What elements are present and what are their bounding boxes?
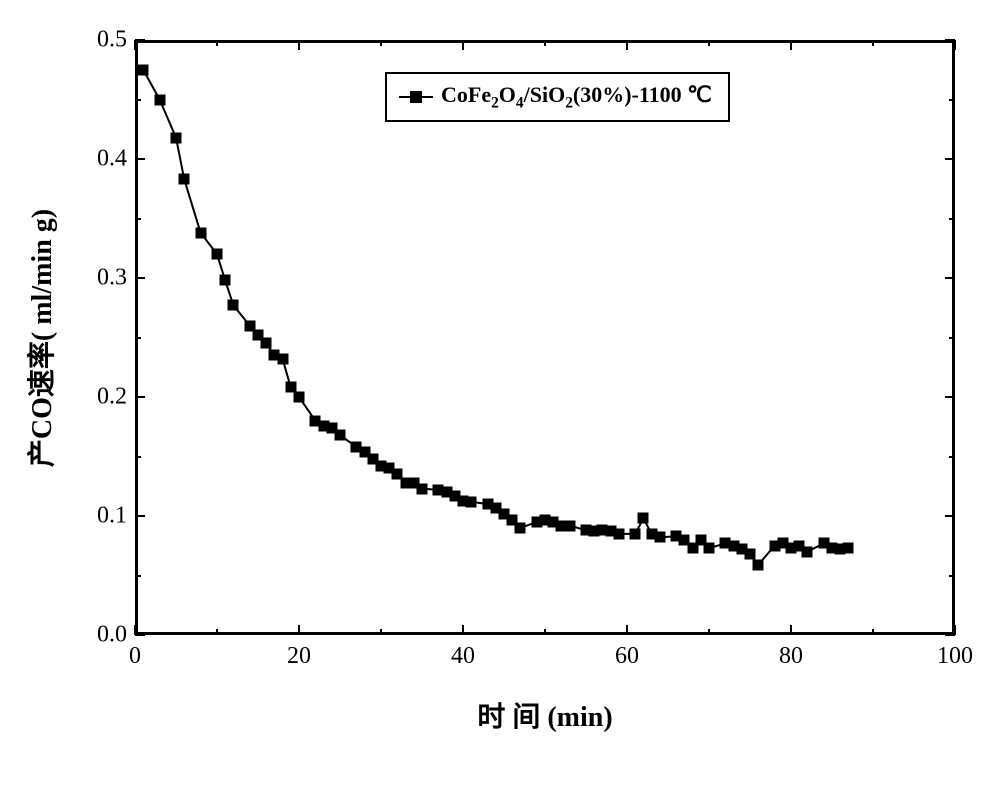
y-tick: [949, 337, 955, 339]
x-tick: [626, 625, 628, 635]
x-tick: [298, 40, 300, 50]
data-marker: [294, 392, 305, 403]
y-tick: [945, 277, 955, 279]
x-axis-title: 时 间 (min): [477, 695, 612, 735]
x-tick-label: 20: [287, 643, 311, 670]
x-tick: [544, 40, 546, 46]
data-marker: [704, 543, 715, 554]
x-tick: [462, 625, 464, 635]
y-tick: [949, 218, 955, 220]
y-tick: [945, 634, 955, 636]
x-tick: [462, 40, 464, 50]
x-tick: [872, 629, 874, 635]
data-marker: [638, 513, 649, 524]
y-tick: [949, 575, 955, 577]
legend-box: CoFe2O4/SiO2(30%)-1100 ℃: [385, 72, 730, 122]
data-marker: [843, 543, 854, 554]
data-marker: [802, 546, 813, 557]
x-tick: [790, 40, 792, 50]
x-tick: [954, 40, 956, 50]
data-marker: [138, 64, 149, 75]
y-tick: [949, 99, 955, 101]
y-tick: [135, 218, 141, 220]
x-tick: [544, 629, 546, 635]
x-tick-label: 0: [129, 643, 141, 670]
data-marker: [154, 94, 165, 105]
y-tick-label: 0.3: [85, 265, 127, 292]
x-tick-label: 80: [779, 643, 803, 670]
x-tick-label: 60: [615, 643, 639, 670]
data-marker: [261, 338, 272, 349]
y-tick-label: 0.4: [85, 146, 127, 173]
y-tick-label: 0.2: [85, 384, 127, 411]
x-tick: [298, 625, 300, 635]
x-tick: [872, 40, 874, 46]
data-marker: [179, 174, 190, 185]
data-marker: [195, 227, 206, 238]
y-tick: [945, 39, 955, 41]
x-tick: [380, 629, 382, 635]
x-tick-label: 40: [451, 643, 475, 670]
data-marker: [654, 532, 665, 543]
y-tick-label: 0.0: [85, 622, 127, 649]
y-tick: [135, 634, 145, 636]
y-tick: [135, 277, 145, 279]
data-marker: [466, 496, 477, 507]
data-marker: [277, 353, 288, 364]
y-tick: [135, 39, 145, 41]
x-tick: [380, 40, 382, 46]
data-marker: [515, 522, 526, 533]
x-tick: [216, 40, 218, 46]
data-marker: [630, 528, 641, 539]
data-marker: [745, 549, 756, 560]
x-tick: [216, 629, 218, 635]
x-tick: [626, 40, 628, 50]
y-tick: [949, 456, 955, 458]
legend-series-label: CoFe2O4/SiO2(30%)-1100 ℃: [441, 82, 712, 112]
y-tick: [135, 158, 145, 160]
x-tick: [134, 40, 136, 50]
data-marker: [753, 559, 764, 570]
x-tick: [708, 629, 710, 635]
data-marker: [220, 275, 231, 286]
y-tick: [945, 158, 955, 160]
x-tick: [708, 40, 710, 46]
x-tick: [790, 625, 792, 635]
data-marker: [417, 483, 428, 494]
y-tick-label: 0.5: [85, 27, 127, 54]
y-tick: [135, 337, 141, 339]
y-tick-label: 0.1: [85, 503, 127, 530]
legend-series-marker: [410, 91, 422, 103]
y-tick: [945, 515, 955, 517]
y-tick: [945, 396, 955, 398]
data-marker: [228, 300, 239, 311]
data-marker: [171, 132, 182, 143]
data-marker: [335, 430, 346, 441]
y-axis-title: 产CO速率( ml/min g): [20, 208, 60, 466]
y-tick: [135, 515, 145, 517]
data-marker: [613, 528, 624, 539]
y-tick: [135, 396, 145, 398]
data-marker: [564, 520, 575, 531]
legend-series-line: [399, 96, 433, 98]
data-marker: [212, 249, 223, 260]
y-tick: [135, 575, 141, 577]
chart-container: CoFe2O4/SiO2(30%)-1100 ℃ 产CO速率( ml/min g…: [0, 0, 1000, 788]
y-tick: [135, 99, 141, 101]
x-tick-label: 100: [937, 643, 973, 670]
y-tick: [135, 456, 141, 458]
